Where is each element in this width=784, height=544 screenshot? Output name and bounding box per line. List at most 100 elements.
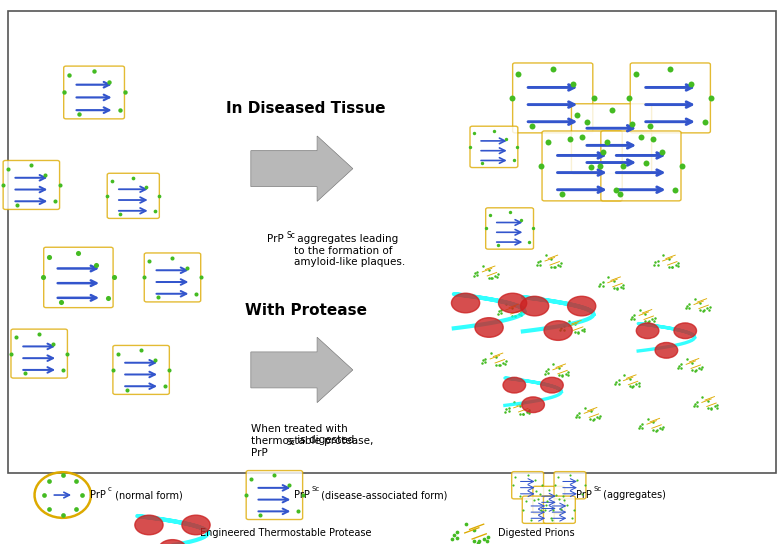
Point: [43, 477, 56, 486]
Point: [509, 472, 521, 481]
Point: [19, 369, 31, 378]
Point: [0, 181, 9, 189]
Point: [684, 79, 697, 88]
Point: [43, 504, 56, 513]
Point: [545, 262, 557, 271]
Point: [564, 471, 576, 479]
Point: [641, 414, 654, 423]
Point: [152, 293, 165, 301]
Point: [485, 274, 498, 283]
Point: [553, 495, 565, 504]
Circle shape: [568, 296, 596, 316]
Text: Sc: Sc: [311, 485, 320, 492]
Point: [492, 310, 504, 318]
Polygon shape: [251, 136, 353, 201]
Point: [557, 322, 570, 330]
Point: [656, 422, 669, 431]
Circle shape: [452, 293, 480, 313]
Point: [535, 162, 547, 170]
Point: [490, 360, 503, 369]
Point: [699, 118, 711, 126]
Point: [166, 254, 179, 262]
Point: [481, 536, 494, 544]
Point: [601, 138, 613, 146]
Point: [617, 281, 630, 289]
Point: [245, 474, 257, 483]
Point: [478, 534, 491, 543]
Point: [655, 147, 668, 156]
Point: [702, 305, 715, 314]
Point: [623, 382, 636, 391]
Point: [542, 369, 554, 378]
Point: [669, 186, 681, 194]
Point: [563, 316, 575, 325]
Circle shape: [637, 323, 659, 338]
Point: [194, 273, 207, 282]
Point: [114, 209, 127, 218]
FancyBboxPatch shape: [543, 496, 575, 523]
Point: [514, 491, 527, 500]
Point: [56, 471, 69, 480]
Text: PrP: PrP: [267, 234, 283, 244]
Point: [514, 401, 526, 410]
FancyBboxPatch shape: [113, 345, 169, 394]
Point: [190, 289, 202, 298]
Point: [545, 255, 557, 263]
Point: [633, 305, 646, 314]
Point: [479, 354, 492, 363]
Text: (disease-associated form): (disease-associated form): [318, 490, 447, 500]
Point: [688, 294, 701, 303]
Point: [689, 366, 702, 374]
Point: [683, 300, 695, 308]
Point: [102, 294, 114, 302]
Point: [488, 126, 500, 135]
Point: [55, 298, 67, 306]
Point: [681, 301, 693, 310]
Text: PrP: PrP: [294, 490, 310, 500]
Point: [636, 419, 648, 428]
Point: [652, 260, 664, 269]
Point: [72, 249, 85, 257]
Point: [492, 240, 504, 249]
Polygon shape: [251, 337, 353, 403]
Point: [570, 413, 583, 422]
Point: [517, 410, 529, 419]
Point: [534, 260, 546, 269]
Point: [476, 159, 488, 168]
Text: is digested.: is digested.: [294, 435, 358, 445]
Point: [57, 88, 70, 97]
Point: [683, 304, 695, 312]
Point: [597, 282, 609, 290]
Point: [468, 526, 481, 535]
Point: [565, 514, 578, 523]
Point: [499, 357, 512, 366]
Point: [575, 133, 588, 141]
Point: [550, 491, 562, 499]
Point: [506, 304, 518, 312]
Point: [53, 181, 66, 189]
Point: [709, 402, 721, 411]
Point: [711, 400, 724, 409]
Point: [296, 491, 309, 499]
Point: [556, 372, 568, 381]
Point: [573, 409, 586, 417]
Text: PrP: PrP: [576, 490, 592, 500]
Point: [553, 371, 565, 380]
Point: [180, 263, 193, 272]
Point: [626, 382, 639, 391]
Point: [468, 129, 481, 138]
Point: [568, 505, 580, 514]
Point: [539, 251, 552, 259]
Point: [523, 406, 535, 415]
Point: [517, 409, 529, 418]
Point: [143, 257, 155, 265]
Point: [282, 481, 295, 490]
Point: [672, 259, 684, 268]
Point: [647, 425, 659, 434]
Point: [101, 191, 114, 200]
Point: [647, 418, 659, 426]
Point: [618, 370, 630, 379]
Circle shape: [544, 321, 572, 341]
Point: [673, 361, 685, 370]
Point: [56, 366, 69, 374]
